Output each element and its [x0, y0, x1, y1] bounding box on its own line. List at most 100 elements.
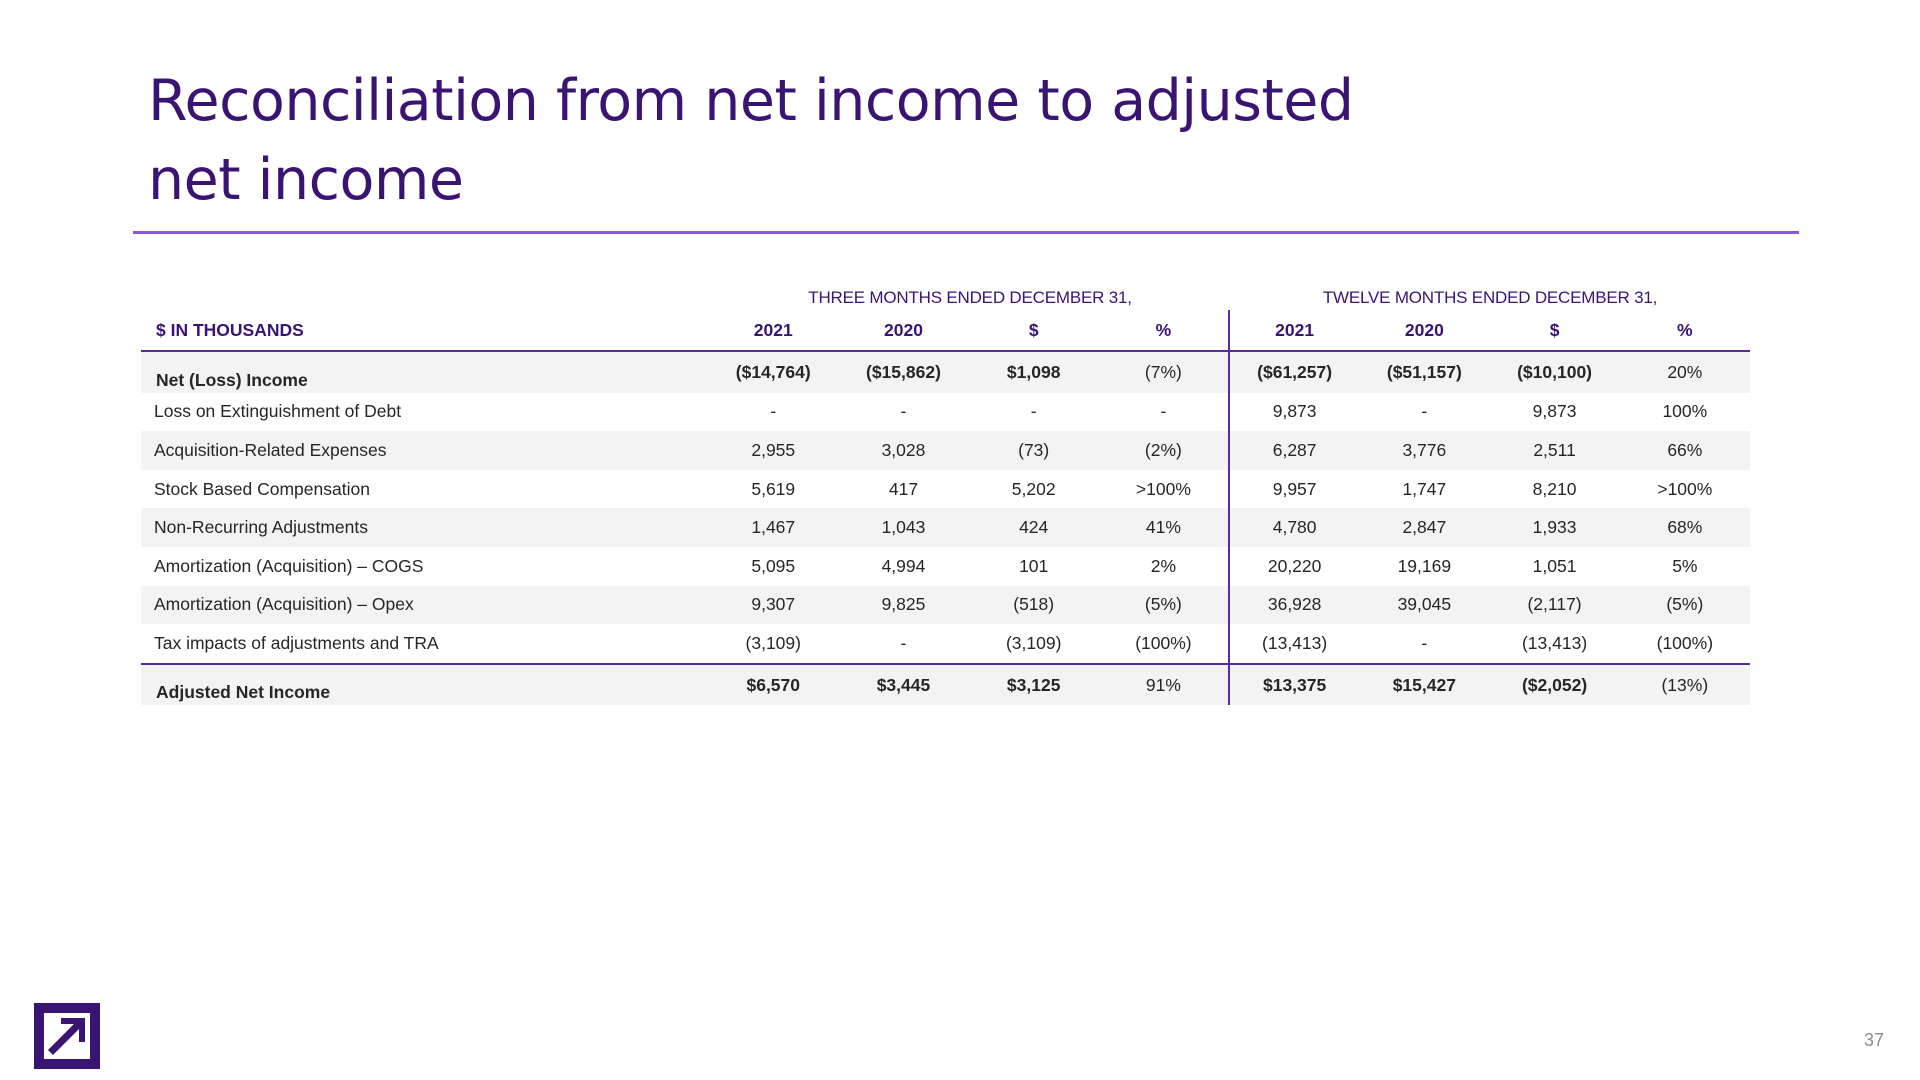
row-label: Adjusted Net Income	[141, 662, 709, 706]
reconciliation-table-container: $ IN THOUSANDS 2021 2020 $ % 2021 2020 $…	[141, 310, 1750, 706]
table-row: Amortization (Acquisition) – Opex 9,307 …	[141, 585, 1750, 625]
table-row: Tax impacts of adjustments and TRA (3,10…	[141, 624, 1750, 664]
table-cell: 6,287	[1228, 431, 1360, 470]
table-cell: ($15,862)	[838, 351, 969, 393]
column-header: %	[1098, 310, 1230, 352]
table-cell: (2,117)	[1489, 585, 1620, 625]
table-cell: (100%)	[1135, 632, 1192, 653]
table-cell: 1,467	[708, 508, 839, 547]
table-cell: (73)	[968, 431, 1099, 470]
table-cell: 9,873	[1228, 392, 1360, 432]
title-divider	[133, 231, 1799, 234]
table-cell: 9,307	[708, 585, 839, 625]
table-row-adjusted-net-income: Adjusted Net Income $6,570 $3,445 $3,125…	[141, 662, 1750, 706]
table-cell: ($10,100)	[1489, 351, 1620, 393]
column-header: 2020	[838, 310, 969, 352]
table-cell: (3,109)	[745, 632, 801, 653]
table-cell: 417	[888, 478, 919, 499]
row-label: Stock Based Compensation	[154, 478, 370, 499]
table-cell: 1,933	[1489, 508, 1620, 547]
table-cell: $6,570	[708, 662, 839, 706]
page-number: 37	[1863, 1030, 1884, 1050]
table-cell: 8,210	[1532, 478, 1577, 499]
table-cell: ($14,764)	[708, 351, 839, 393]
table-row-net-income: Net (Loss) Income ($14,764) ($15,862) $1…	[141, 351, 1750, 393]
table-cell: 2,955	[708, 431, 839, 470]
column-header: $	[1489, 310, 1620, 352]
table-row: Non-Recurring Adjustments 1,467 1,043 42…	[141, 508, 1750, 547]
table-cell: -	[900, 401, 907, 422]
table-cell: (5%)	[1098, 585, 1230, 625]
table-cell: 39,045	[1359, 585, 1490, 625]
table-cell: 5,619	[751, 478, 796, 499]
table-cell: >100%	[1135, 478, 1191, 499]
table-cell: -	[900, 632, 907, 653]
table-row: Loss on Extinguishment of Debt - - - - 9…	[141, 392, 1750, 432]
table-cell: 4,994	[881, 555, 926, 576]
table-cell: 3,776	[1359, 431, 1490, 470]
row-label: Amortization (Acquisition) – Opex	[141, 585, 709, 625]
column-header: %	[1619, 310, 1750, 352]
three-months-period-header: THREE MONTHS ENDED DECEMBER 31,	[808, 288, 1132, 307]
row-label: Tax impacts of adjustments and TRA	[154, 632, 439, 653]
table-cell: 2,847	[1359, 508, 1490, 547]
table-cell: (5%)	[1619, 585, 1750, 625]
table-row: Acquisition-Related Expenses 2,955 3,028…	[141, 431, 1750, 470]
table-cell: (3,109)	[1005, 632, 1062, 653]
table-cell: 66%	[1619, 431, 1750, 470]
table-cell: (13,413)	[1228, 624, 1360, 664]
table-cell: 9,957	[1228, 469, 1360, 509]
table-cell: $3,125	[968, 662, 1099, 706]
table-cell: $13,375	[1228, 662, 1360, 706]
table-cell: (7%)	[1098, 351, 1230, 393]
table-cell: 4,780	[1228, 508, 1360, 547]
table-cell: 9,825	[838, 585, 969, 625]
table-cell: $1,098	[968, 351, 1099, 393]
table-cell: (2%)	[1098, 431, 1230, 470]
page-title: Reconciliation from net income to adjust…	[148, 62, 1548, 220]
table-cell: $15,427	[1359, 662, 1490, 706]
table-cell: ($61,257)	[1228, 351, 1360, 393]
table-cell: -	[1421, 632, 1428, 653]
table-cell: 101	[1019, 555, 1049, 576]
table-cell: 91%	[1098, 662, 1230, 706]
table-cell: 5,095	[751, 555, 796, 576]
row-label: Acquisition-Related Expenses	[141, 431, 709, 470]
table-cell: (100%)	[1656, 632, 1714, 653]
column-header: 2021	[708, 310, 839, 352]
table-cell: 36,928	[1228, 585, 1360, 625]
column-header: $	[968, 310, 1099, 352]
table-cell: (13,413)	[1521, 632, 1588, 653]
table-cell: 2%	[1150, 555, 1177, 576]
table-cell: -	[1421, 401, 1428, 422]
table-header-row: $ IN THOUSANDS 2021 2020 $ % 2021 2020 $…	[141, 310, 1750, 352]
page-title-line-2: net income	[148, 147, 464, 213]
arrow-up-right-logo-icon	[34, 1003, 100, 1069]
row-label: Amortization (Acquisition) – COGS	[154, 555, 424, 576]
table-cell: 100%	[1662, 401, 1708, 422]
table-cell: 41%	[1098, 508, 1230, 547]
table-cell: 5,202	[1011, 478, 1056, 499]
table-cell: $3,445	[838, 662, 969, 706]
column-header: 2020	[1359, 310, 1490, 352]
table-cell: -	[770, 401, 777, 422]
table-cell: 9,873	[1532, 401, 1577, 422]
table-cell: 2,511	[1489, 431, 1620, 470]
row-label: Non-Recurring Adjustments	[141, 508, 709, 547]
reconciliation-table: $ IN THOUSANDS 2021 2020 $ % 2021 2020 $…	[141, 310, 1750, 706]
table-cell: ($51,157)	[1359, 351, 1490, 393]
table-cell: 19,169	[1397, 555, 1452, 576]
table-cell: (518)	[968, 585, 1099, 625]
table-cell: >100%	[1657, 478, 1713, 499]
column-header: $ IN THOUSANDS	[141, 310, 709, 352]
table-cell: 1,043	[838, 508, 969, 547]
table-cell: ($2,052)	[1489, 662, 1620, 706]
table-row: Stock Based Compensation 5,619 417 5,202…	[141, 469, 1750, 509]
table-cell: 20%	[1619, 351, 1750, 393]
table-cell: 3,028	[838, 431, 969, 470]
row-label: Net (Loss) Income	[141, 351, 709, 393]
table-cell: -	[1030, 401, 1037, 422]
table-cell: 1,747	[1402, 478, 1447, 499]
column-header: 2021	[1228, 310, 1360, 352]
table-cell: 5%	[1672, 555, 1698, 576]
